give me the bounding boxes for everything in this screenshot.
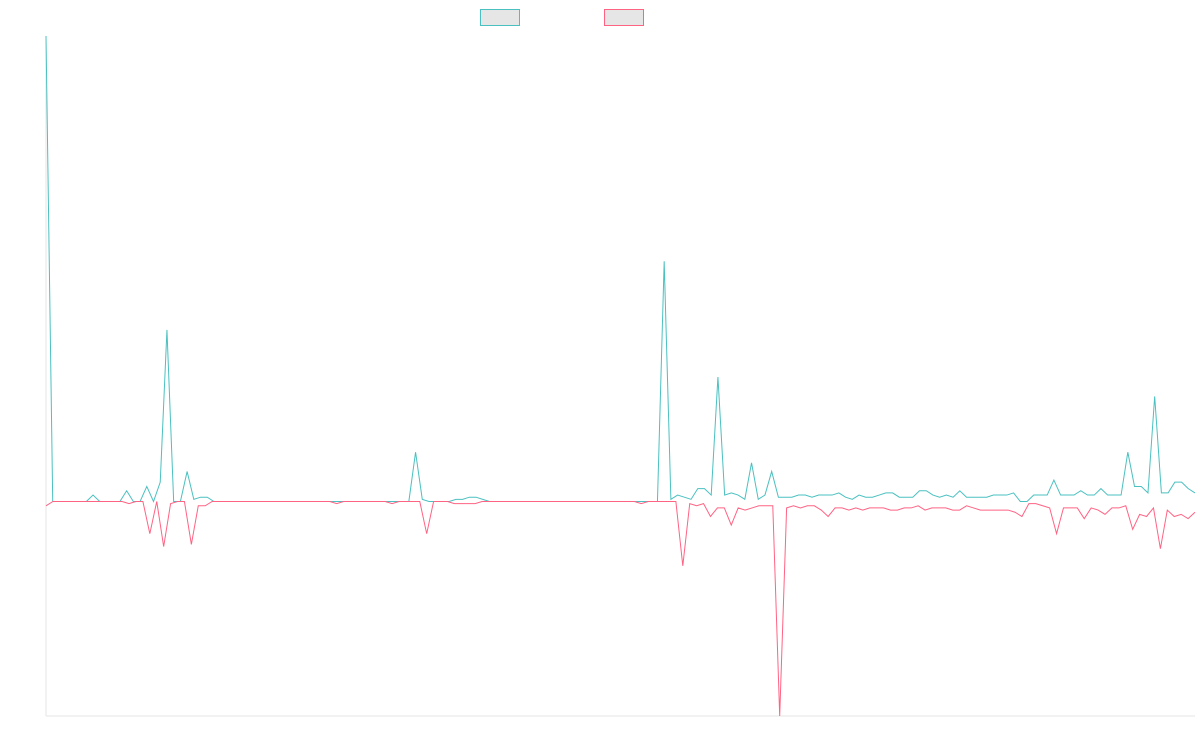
- legend-swatch-series-2: [604, 9, 644, 26]
- legend: [0, 9, 1200, 27]
- legend-item-series-1[interactable]: [480, 9, 520, 26]
- legend-swatch-series-1: [480, 9, 520, 26]
- legend-item-series-2[interactable]: [604, 9, 644, 26]
- series-line-2[interactable]: [45, 500, 1196, 717]
- series-line-1[interactable]: [45, 35, 1196, 503]
